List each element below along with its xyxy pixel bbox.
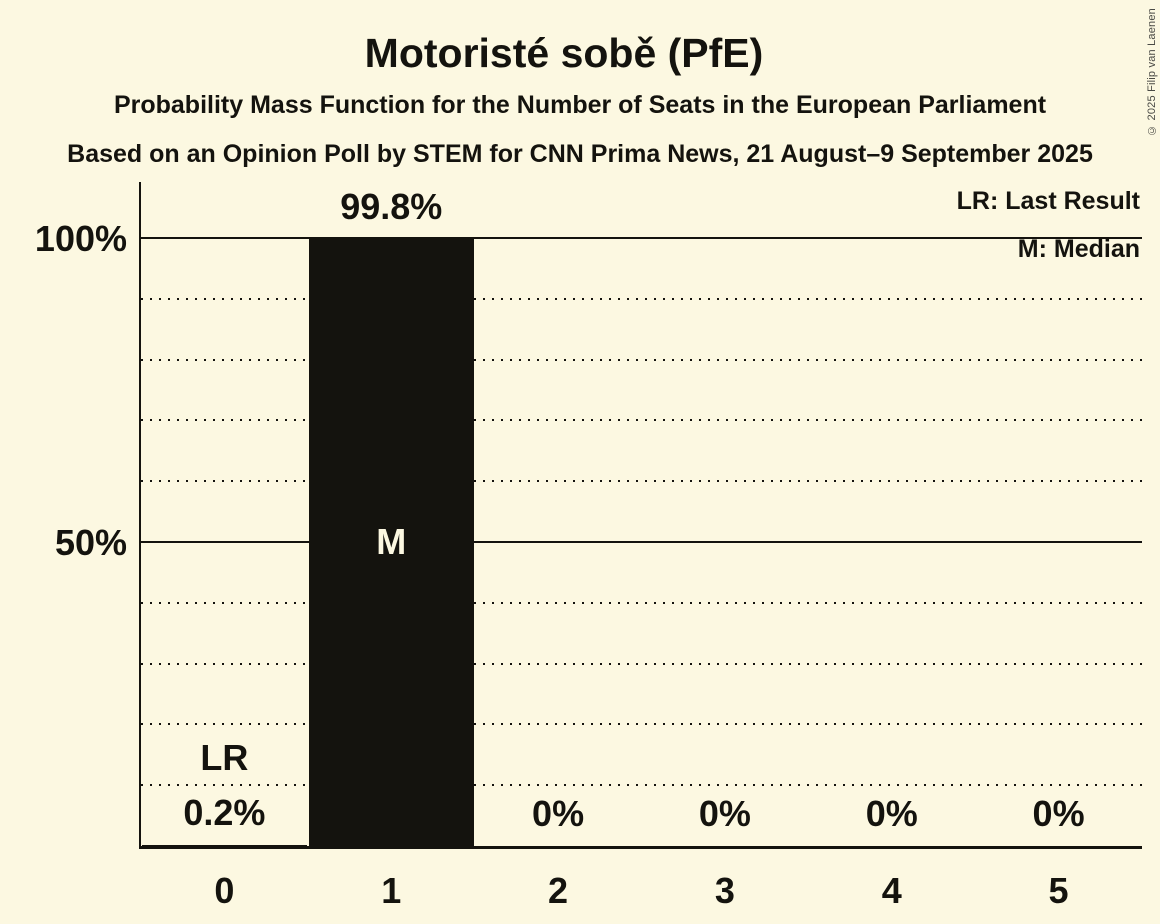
bar-seats-0 [141, 845, 307, 846]
x-tick-label-5: 5 [1048, 870, 1069, 911]
gridline-60pct [141, 480, 1142, 483]
legend: LR: Last Result M: Median [957, 180, 1140, 276]
chart-source: Based on an Opinion Poll by STEM for CNN… [67, 140, 1093, 168]
gridline-90pct [141, 297, 1142, 300]
gridline-70pct [141, 419, 1142, 422]
annotation-lr: LR [200, 736, 249, 778]
plot-area: 0.2% 0 99.8% 1 0% 2 0% 3 0% 4 0% 5 LR M [139, 182, 1142, 911]
gridline-80pct [141, 358, 1142, 361]
value-label-seats-1: 99.8% [340, 186, 443, 227]
gridline-40pct [141, 601, 1142, 604]
value-label-seats-4: 0% [865, 793, 918, 834]
gridline-10pct [141, 784, 1142, 787]
value-label-seats-2: 0% [532, 793, 585, 834]
value-label-seats-3: 0% [698, 793, 751, 834]
chart-title: Motoristé sobě (PfE) [364, 30, 764, 76]
x-tick-label-4: 4 [881, 870, 902, 911]
legend-median: M: Median [1017, 235, 1140, 263]
annotation-m: M [376, 521, 407, 562]
legend-last-result: LR: Last Result [956, 187, 1140, 215]
x-tick-label-0: 0 [214, 870, 235, 911]
y-tick-label-100: 100% [34, 218, 127, 259]
value-label-seats-0: 0.2% [183, 792, 266, 833]
x-tick-label-1: 1 [381, 870, 402, 911]
gridline-major-100pct [141, 237, 1142, 239]
copyright-text: © 2025 Filip van Laenen [1146, 8, 1158, 136]
x-tick-label-2: 2 [548, 870, 569, 911]
gridline-major-50pct [141, 541, 1142, 543]
y-tick-label-50: 50% [54, 522, 127, 563]
bar-seats-1 [308, 239, 474, 846]
gridline-30pct [141, 662, 1142, 665]
gridline-20pct [141, 723, 1142, 726]
value-label-seats-5: 0% [1032, 793, 1085, 834]
x-tick-label-3: 3 [714, 870, 735, 911]
chart-subtitle: Probability Mass Function for the Number… [113, 91, 1047, 119]
